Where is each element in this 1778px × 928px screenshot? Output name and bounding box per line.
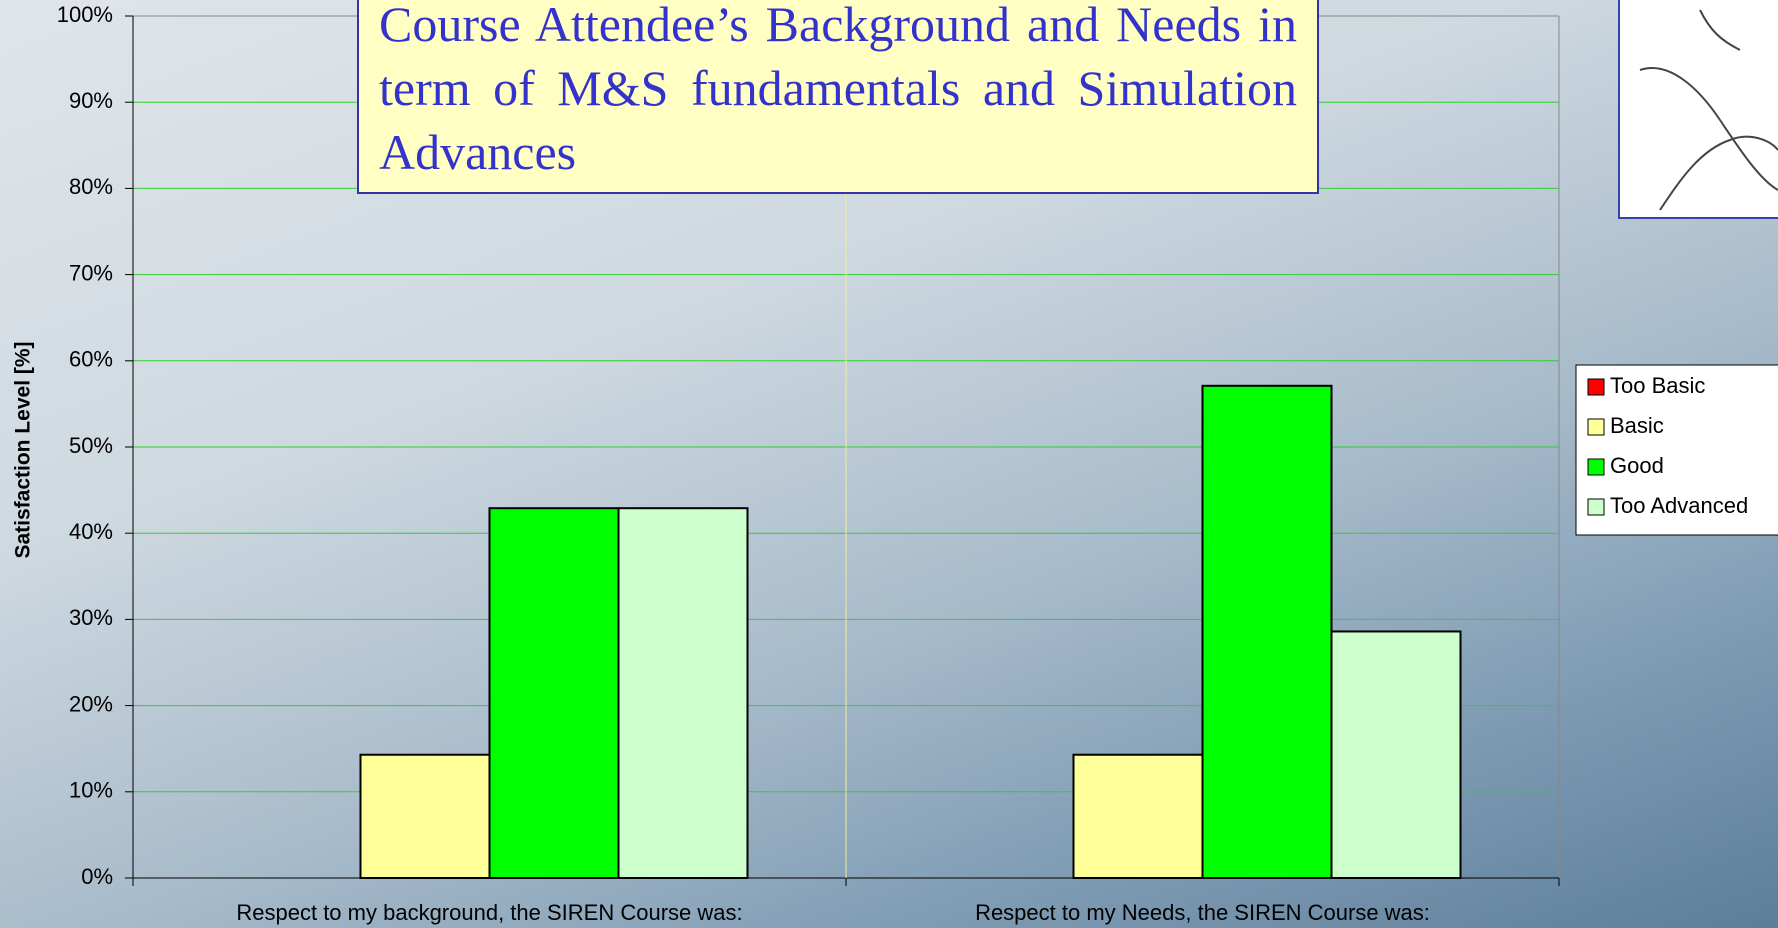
legend-swatch bbox=[1588, 459, 1604, 475]
y-tick-label: 90% bbox=[69, 88, 113, 113]
y-tick-label: 60% bbox=[69, 347, 113, 372]
legend-swatch bbox=[1588, 379, 1604, 395]
bar bbox=[1203, 386, 1332, 878]
y-tick-label: 10% bbox=[69, 778, 113, 803]
bar bbox=[1332, 631, 1461, 878]
bar bbox=[1074, 755, 1203, 878]
bar bbox=[361, 755, 490, 878]
y-tick-label: 20% bbox=[69, 691, 113, 716]
inset-frame bbox=[1619, 0, 1778, 218]
x-tick-label: Respect to my Needs, the SIREN Course wa… bbox=[975, 900, 1430, 925]
y-tick-label: 100% bbox=[57, 2, 113, 27]
y-tick-label: 40% bbox=[69, 519, 113, 544]
x-tick-label: Respect to my background, the SIREN Cour… bbox=[236, 900, 742, 925]
y-tick-label: 70% bbox=[69, 260, 113, 285]
legend-label: Too Advanced bbox=[1610, 493, 1748, 518]
y-axis-title: Satisfaction Level [%] bbox=[12, 341, 35, 558]
y-tick-label: 0% bbox=[81, 864, 113, 889]
annotation-text: The SIREN is continuously monitoring the… bbox=[379, 0, 1297, 192]
page: Satisfaction Level [%] 0% 10% 20% 30% 40% 50%… bbox=[0, 0, 1778, 928]
legend-label: Basic bbox=[1610, 413, 1664, 438]
legend-swatch bbox=[1588, 419, 1604, 435]
legend-swatch bbox=[1588, 499, 1604, 515]
y-tick-label: 50% bbox=[69, 433, 113, 458]
y-tick-label: 80% bbox=[69, 174, 113, 199]
legend-label: Too Basic bbox=[1610, 373, 1705, 398]
annotation: The SIREN is continuously monitoring the… bbox=[357, 0, 1319, 194]
bar bbox=[490, 508, 619, 878]
legend-label: Good bbox=[1610, 453, 1664, 478]
photo-inset bbox=[1619, 0, 1778, 218]
y-tick-label: 30% bbox=[69, 605, 113, 630]
bar bbox=[619, 508, 748, 878]
